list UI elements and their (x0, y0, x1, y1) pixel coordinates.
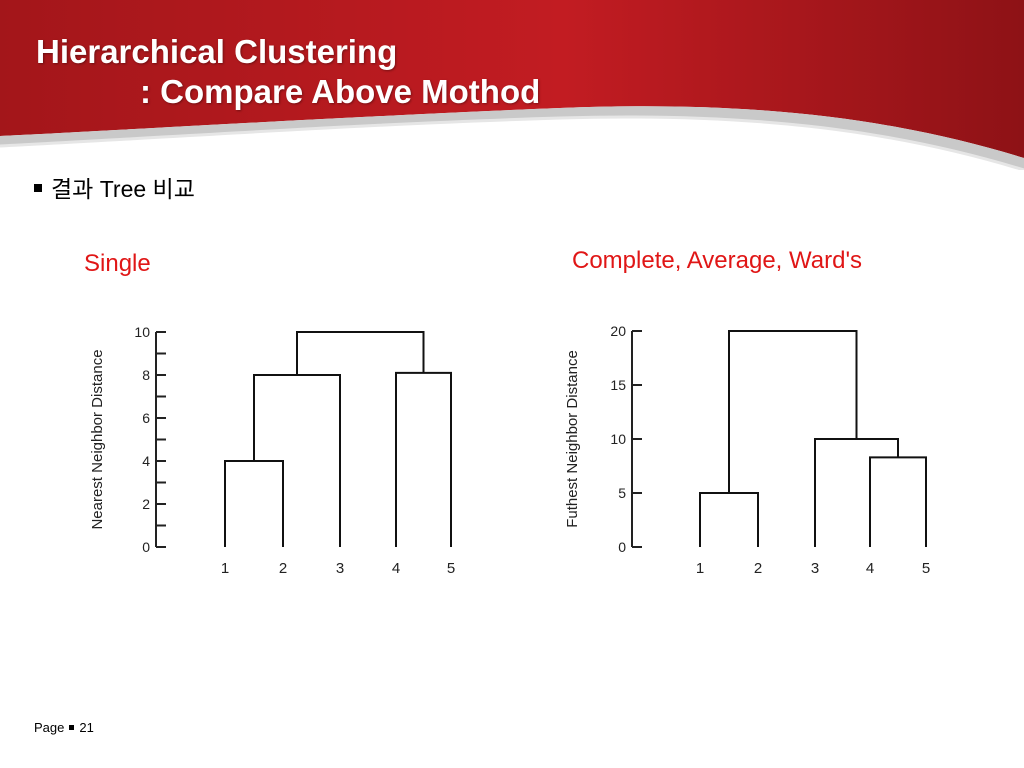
y-tick-label: 4 (142, 453, 150, 469)
dendrogram-link (814, 438, 899, 547)
leaf-label: 5 (447, 560, 455, 577)
y-tick-label: 15 (610, 377, 626, 393)
y-tick-label: 20 (610, 323, 626, 339)
dendrogram-title-complete: Complete, Average, Ward's (572, 247, 863, 274)
leaf-label: 4 (866, 560, 874, 577)
title-banner (0, 0, 1024, 170)
dendrogram-link (728, 330, 858, 493)
y-tick-label: 5 (618, 485, 626, 501)
bullet-item: 결과 Tree 비교 (34, 170, 195, 204)
y-tick-label: 6 (142, 410, 150, 426)
y-tick-label: 10 (610, 431, 626, 447)
dendrogram-link (869, 456, 927, 547)
y-axis-title: Futhest Neighbor Distance (564, 350, 581, 528)
leaf-label: 5 (922, 560, 930, 577)
footer-square-icon (69, 725, 75, 731)
y-tick-label: 2 (142, 496, 150, 512)
slide-title: Hierarchical Clustering (36, 33, 398, 70)
y-tick-label: 8 (142, 367, 150, 383)
leaf-label: 1 (221, 560, 229, 577)
leaf-label: 3 (811, 560, 819, 577)
y-axis-title: Nearest Neighbor Distance (89, 349, 106, 529)
dendrogram-link (699, 492, 759, 547)
page-footer: Page 21 (34, 720, 94, 735)
slide-subtitle: : Compare Above Mothod (140, 73, 541, 110)
footer-page-label: Page (34, 720, 65, 735)
leaf-label: 3 (336, 560, 344, 577)
footer-page-number: 21 (79, 720, 94, 735)
leaf-label: 2 (279, 560, 287, 577)
dendrogram-link (296, 331, 425, 375)
y-tick-label: 0 (618, 539, 626, 555)
bullet-square-icon (34, 183, 42, 192)
leaf-label: 4 (392, 560, 400, 577)
leaf-label: 2 (754, 560, 762, 577)
leaf-label: 1 (696, 560, 704, 577)
y-tick-label: 0 (142, 539, 150, 555)
y-tick-label: 10 (134, 324, 150, 340)
dendrogram-title-single: Single (84, 250, 151, 277)
bullet-text: 결과 Tree 비교 (51, 176, 195, 202)
